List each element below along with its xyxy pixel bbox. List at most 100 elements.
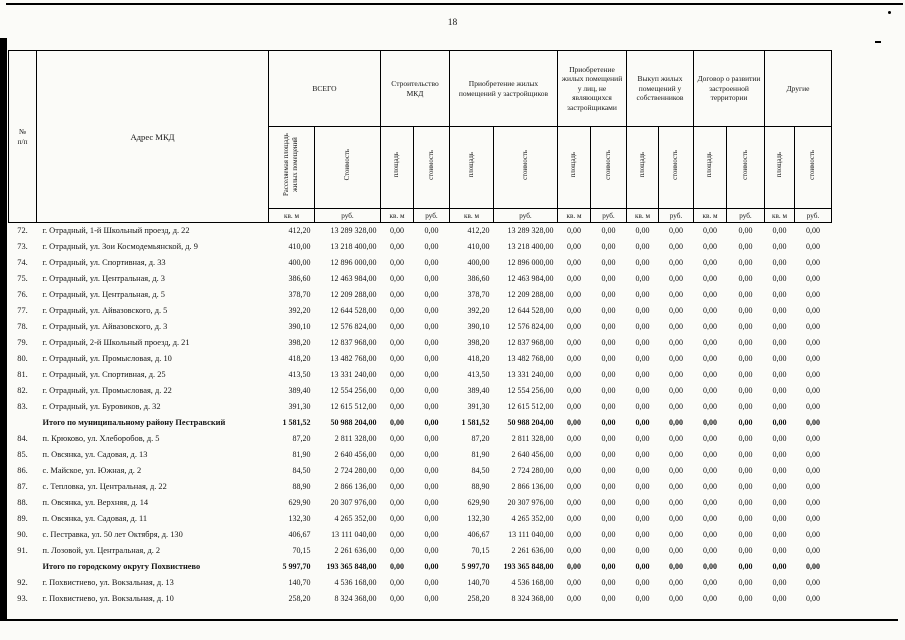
address-cell: п. Овсянка, ул. Садовая, д. 13 [42, 450, 148, 459]
column-group-header: ВСЕГО [268, 50, 381, 127]
value-cell: 0,00 [772, 594, 787, 603]
value-cell: 0,00 [772, 434, 787, 443]
value-cell: 12 615 512,00 [507, 402, 554, 411]
value-cell: 2 724 280,00 [334, 466, 377, 475]
value-cell: 0,00 [703, 546, 717, 555]
value-cell: 0,00 [669, 370, 683, 379]
value-cell: 0,00 [567, 386, 581, 395]
value-cell: 406,67 [288, 530, 311, 539]
value-cell: 0,00 [635, 258, 650, 267]
value-cell: 13 111 040,00 [508, 530, 554, 539]
table-row: 80. г. Отрадный, ул. Промысловая, д. 10 41… [9, 351, 832, 367]
value-cell: 12 576 824,00 [330, 322, 377, 331]
value-cell: 390,10 [288, 322, 311, 331]
rotated-label: площадь [393, 152, 401, 178]
value-cell: 0,00 [806, 338, 820, 347]
table-row: 88. п. Овсянка, ул. Верхняя, д. 14 629,90 2… [9, 495, 832, 511]
value-cell: 0,00 [738, 546, 753, 555]
value-cell: 12 644 528,00 [330, 306, 377, 315]
address-cell: г. Похвистнево, ул. Вокзальная, д. 13 [42, 578, 174, 587]
value-cell: 12 463 984,00 [507, 274, 554, 283]
value-cell: 0,00 [601, 290, 616, 299]
value-cell: 0,00 [703, 578, 717, 587]
row-number-cell: 76. [17, 290, 28, 299]
value-cell: 140,70 [467, 578, 490, 587]
value-cell: 13 482 768,00 [330, 354, 377, 363]
row-number-cell: 78. [17, 322, 28, 331]
value-cell: 0,00 [567, 578, 581, 587]
value-cell: 0,00 [738, 466, 753, 475]
value-cell: 0,00 [424, 386, 439, 395]
value-cell: 0,00 [390, 562, 404, 571]
value-cell: 0,00 [806, 562, 820, 571]
value-cell: 0,00 [772, 338, 787, 347]
value-cell: 81,90 [471, 450, 490, 459]
value-cell: 400,00 [467, 258, 490, 267]
value-cell: 0,00 [703, 274, 717, 283]
row-number-cell: 83. [17, 402, 28, 411]
value-cell: 13 218 400,00 [507, 242, 554, 251]
value-cell: 0,00 [669, 386, 683, 395]
value-cell: 12 896 000,00 [507, 258, 554, 267]
value-cell: 391,30 [288, 402, 311, 411]
value-cell: 0,00 [703, 402, 717, 411]
value-cell: 0,00 [424, 290, 439, 299]
table-row: 81. г. Отрадный, ул. Спортивная, д. 25 413… [9, 367, 832, 383]
column-group-header: Строительство МКД [380, 50, 450, 127]
value-cell: 0,00 [567, 338, 581, 347]
value-cell: 0,00 [703, 418, 717, 427]
value-cell: 0,00 [806, 322, 820, 331]
value-cell: 0,00 [567, 434, 581, 443]
table-row: 84. п. Крюково, ул. Хлеборобов, д. 5 87,20… [9, 431, 832, 447]
value-cell: 13 482 768,00 [507, 354, 554, 363]
column-unit-header: кв. м [449, 208, 494, 223]
value-cell: 0,00 [703, 242, 717, 251]
value-cell: 0,00 [424, 594, 439, 603]
table-row: 87. с. Тепловка, ул. Центральная, д. 22 88… [9, 479, 832, 495]
address-cell: п. Крюково, ул. Хлеборобов, д. 5 [42, 434, 160, 443]
value-cell: 0,00 [738, 354, 753, 363]
value-cell: 0,00 [424, 306, 439, 315]
value-cell: 0,00 [703, 482, 717, 491]
value-cell: 0,00 [806, 386, 820, 395]
value-cell: 0,00 [669, 402, 683, 411]
value-cell: 0,00 [567, 322, 581, 331]
address-cell: г. Отрадный, ул. Зои Космодемьянской, д.… [42, 242, 198, 251]
value-cell: 0,00 [738, 242, 753, 251]
value-cell: 0,00 [390, 370, 404, 379]
value-cell: 0,00 [390, 242, 404, 251]
value-cell: 0,00 [738, 450, 753, 459]
column-subheader-rotated: стоимость [726, 126, 765, 209]
value-cell: 0,00 [567, 242, 581, 251]
value-cell: 0,00 [703, 354, 717, 363]
value-cell: 0,00 [806, 370, 820, 379]
value-cell: 70,15 [471, 546, 490, 555]
value-cell: 392,20 [467, 306, 490, 315]
value-cell: 378,70 [467, 290, 490, 299]
value-cell: 0,00 [772, 226, 787, 236]
col-header-address: Адрес МКД [36, 50, 269, 223]
value-cell: 0,00 [567, 546, 581, 555]
value-cell: 0,00 [635, 242, 650, 251]
value-cell: 0,00 [772, 418, 787, 427]
scan-speck [888, 11, 891, 14]
page-number: 18 [447, 18, 458, 28]
value-cell: 0,00 [635, 530, 650, 539]
value-cell: 0,00 [703, 306, 717, 315]
value-cell: 0,00 [424, 546, 439, 555]
row-number-cell: 86. [17, 466, 28, 475]
value-cell: 398,20 [288, 338, 311, 347]
row-number-cell [9, 415, 37, 431]
value-cell: 12 554 256,00 [507, 386, 554, 395]
value-cell: 0,00 [772, 322, 787, 331]
value-cell: 2 261 636,00 [511, 546, 554, 555]
value-cell: 0,00 [635, 306, 650, 315]
value-cell: 0,00 [390, 290, 404, 299]
rotated-label: площадь [570, 152, 578, 178]
value-cell: 0,00 [567, 354, 581, 363]
value-cell: 0,00 [424, 434, 439, 443]
value-cell: 0,00 [738, 386, 753, 395]
scan-edge-left [0, 38, 7, 620]
value-cell: 0,00 [738, 402, 753, 411]
value-cell: 258,20 [467, 594, 490, 603]
